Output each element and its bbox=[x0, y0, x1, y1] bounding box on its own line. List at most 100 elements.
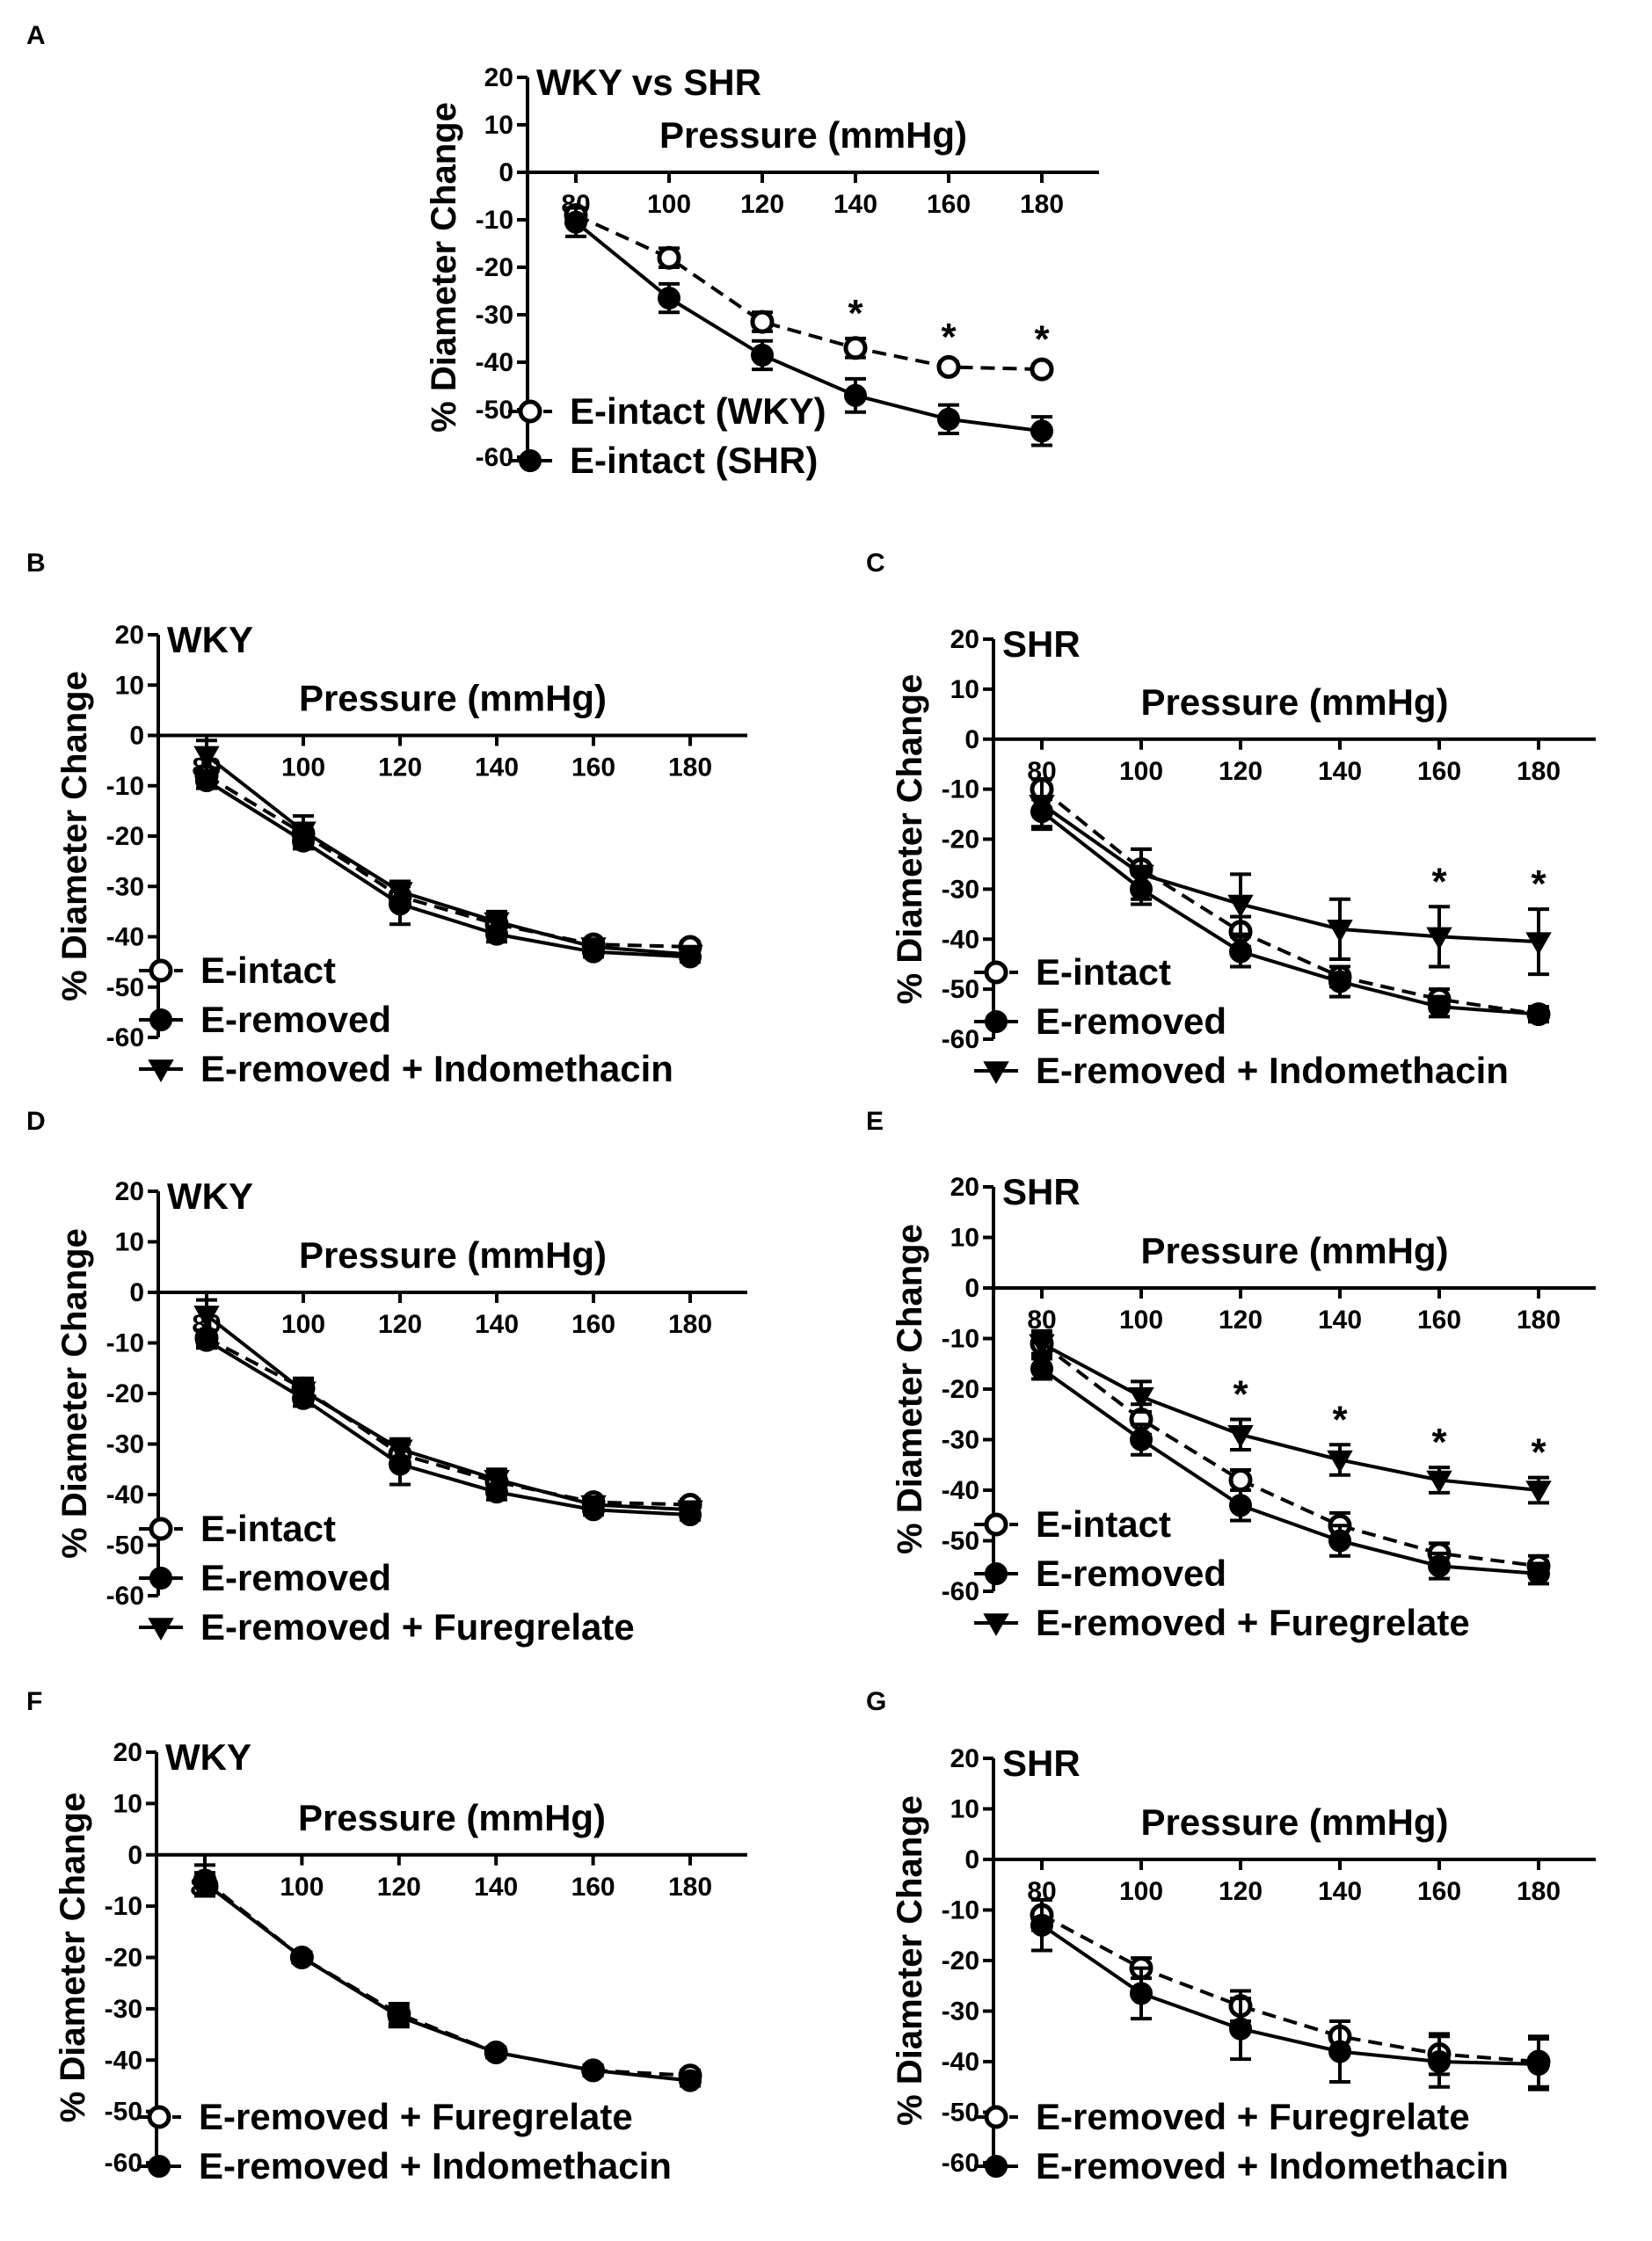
data-point bbox=[1030, 419, 1053, 443]
data-point bbox=[1426, 927, 1452, 950]
legend-marker bbox=[147, 2105, 171, 2129]
series-c-1 bbox=[1030, 795, 1550, 1026]
panel-label-d: D bbox=[26, 1107, 46, 1136]
legend-marker bbox=[985, 1010, 1008, 1033]
y-tick-label-b: -10 bbox=[106, 772, 144, 801]
legend-item-b-2: E-removed + Indomethacin bbox=[139, 1048, 673, 1089]
x-tick-label-g: 120 bbox=[1219, 1877, 1263, 1906]
data-point bbox=[1030, 357, 1054, 382]
legend-item-f-0: E-removed + Furegrelate bbox=[137, 2096, 633, 2137]
data-point bbox=[1030, 1913, 1053, 1937]
data-point bbox=[1030, 1357, 1053, 1380]
y-tick-label-g: -30 bbox=[942, 1997, 979, 2026]
legend-item-e-1: E-removed bbox=[974, 1553, 1226, 1594]
x-tick-label-a: 180 bbox=[1020, 190, 1064, 219]
y-tick-label-d: 0 bbox=[129, 1278, 144, 1307]
y-tick-label-c: -40 bbox=[942, 925, 979, 954]
y-tick-label-c: -20 bbox=[942, 826, 979, 855]
legend-item-d-1: E-removed bbox=[139, 1557, 391, 1598]
y-tick-label-b: -40 bbox=[106, 923, 144, 952]
legend-marker bbox=[519, 449, 542, 472]
data-point bbox=[484, 912, 510, 935]
legend-marker bbox=[984, 1512, 1008, 1537]
chart-title-d: WKY bbox=[167, 1175, 253, 1217]
significance-star-e: * bbox=[1531, 1431, 1546, 1474]
x-tick-label-d: 120 bbox=[378, 1310, 422, 1339]
legend-label: E-intact bbox=[200, 1508, 336, 1549]
significance-star-a: * bbox=[848, 292, 863, 335]
x-tick-label-f: 120 bbox=[377, 1873, 421, 1902]
data-point bbox=[1229, 2017, 1252, 2041]
x-tick-label-d: 180 bbox=[668, 1310, 712, 1339]
y-axis-title-e: % Diameter Change bbox=[891, 1224, 929, 1554]
legend-label: E-intact (WKY) bbox=[570, 390, 826, 432]
chart-title-c: SHR bbox=[1002, 623, 1081, 665]
y-tick-label-d: 20 bbox=[115, 1177, 144, 1206]
y-tick-label-c: 10 bbox=[950, 675, 979, 704]
significance-star-a: * bbox=[941, 316, 957, 359]
legend-label: E-removed + Indomethacin bbox=[1036, 1050, 1509, 1091]
x-tick-label-a: 160 bbox=[927, 190, 971, 219]
legend-label: E-removed + Furegrelate bbox=[1036, 2096, 1470, 2137]
legend-item-a-1: E-intact (SHR) bbox=[508, 440, 818, 481]
legend-marker bbox=[984, 2105, 1008, 2129]
data-point bbox=[751, 343, 774, 367]
y-tick-label-f: 20 bbox=[113, 1738, 142, 1767]
data-point bbox=[387, 2005, 411, 2028]
panel-label-b: B bbox=[26, 549, 46, 578]
series-f-1 bbox=[193, 1871, 702, 2092]
legend-marker bbox=[148, 1618, 174, 1641]
x-tick-label-e: 160 bbox=[1417, 1306, 1461, 1335]
y-tick-label-e: -20 bbox=[942, 1375, 979, 1404]
y-tick-label-a: 20 bbox=[484, 63, 513, 92]
x-tick-label-e: 120 bbox=[1219, 1306, 1263, 1335]
legend-label: E-removed bbox=[1036, 1000, 1226, 1042]
y-tick-label-e: -10 bbox=[942, 1325, 979, 1354]
x-tick-label-a: 100 bbox=[647, 190, 691, 219]
panel-label-g: G bbox=[866, 1687, 886, 1716]
data-point bbox=[193, 746, 220, 769]
y-tick-label-f: -30 bbox=[105, 1995, 142, 2024]
legend-item-c-0: E-intact bbox=[974, 951, 1171, 993]
series-line bbox=[575, 213, 1043, 372]
panel-a: A20100-10-20-30-40-50-608010012014016018… bbox=[26, 21, 1099, 481]
series-g-1 bbox=[1030, 1898, 1550, 2092]
series-e-1 bbox=[1030, 1357, 1550, 1586]
series-line bbox=[205, 779, 691, 959]
data-point bbox=[844, 383, 867, 407]
data-point bbox=[1228, 1468, 1253, 1492]
legend-marker bbox=[983, 1061, 1009, 1085]
y-tick-label-c: 0 bbox=[964, 725, 979, 754]
significance-star-e: * bbox=[1332, 1398, 1348, 1441]
y-tick-label-e: -40 bbox=[942, 1476, 979, 1505]
legend-item-d-0: E-intact bbox=[139, 1508, 336, 1549]
legend-item-f-1: E-removed + Indomethacin bbox=[137, 2145, 672, 2186]
y-tick-label-b: -20 bbox=[106, 822, 144, 851]
y-tick-label-b: -50 bbox=[106, 973, 144, 1002]
data-point bbox=[387, 1439, 413, 1463]
data-point bbox=[484, 1470, 510, 1493]
series-f-0 bbox=[193, 1863, 702, 2088]
series-line bbox=[205, 753, 691, 957]
panel-f: F20100-10-20-30-40-50-608010012014016018… bbox=[26, 1687, 747, 2186]
panel-label-f: F bbox=[26, 1687, 42, 1716]
legend-marker bbox=[149, 1567, 172, 1590]
x-tick-label-b: 100 bbox=[281, 753, 325, 782]
legend-item-g-1: E-removed + Indomethacin bbox=[974, 2145, 1509, 2186]
series-line bbox=[1040, 1342, 1539, 1568]
x-axis-title-e: Pressure (mmHg) bbox=[1140, 1230, 1448, 1271]
data-point bbox=[195, 769, 218, 793]
data-point bbox=[580, 1495, 607, 1518]
chart-title-f: WKY bbox=[165, 1736, 251, 1778]
series-line bbox=[1040, 810, 1539, 1016]
data-point bbox=[1328, 2040, 1351, 2063]
y-tick-label-c: -30 bbox=[942, 875, 979, 904]
x-tick-label-b: 120 bbox=[378, 753, 422, 782]
x-tick-label-a: 120 bbox=[740, 190, 784, 219]
y-tick-label-e: 0 bbox=[964, 1274, 979, 1303]
y-tick-label-g: 20 bbox=[950, 1744, 979, 1773]
y-tick-label-f: 0 bbox=[127, 1841, 142, 1870]
legend-item-b-1: E-removed bbox=[139, 999, 391, 1040]
x-tick-label-c: 140 bbox=[1318, 757, 1362, 786]
